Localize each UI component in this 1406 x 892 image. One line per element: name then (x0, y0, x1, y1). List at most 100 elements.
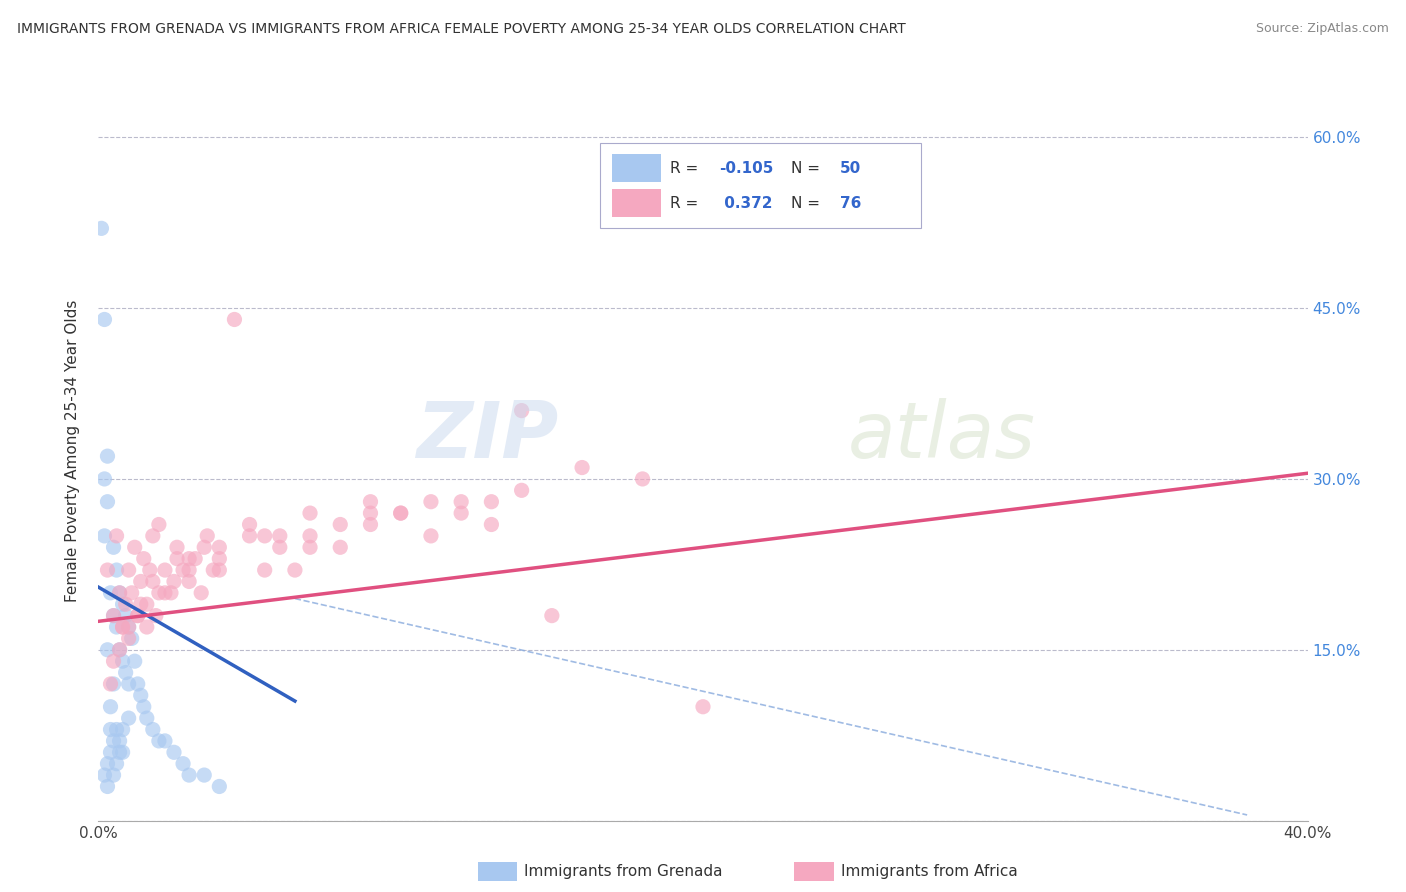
Text: atlas: atlas (848, 398, 1036, 474)
Point (105, 563, 128, 577)
Point (193, 768, 215, 782)
Point (139, 563, 162, 577)
Text: N =: N = (792, 195, 825, 211)
Point (179, 563, 201, 577)
Point (108, 745, 131, 759)
Point (105, 529, 128, 543)
Text: -0.105: -0.105 (718, 161, 773, 176)
Point (692, 699, 714, 714)
Point (540, 608, 562, 623)
Point (127, 608, 149, 623)
Point (103, 608, 125, 623)
Point (239, 529, 262, 543)
Point (100, 586, 122, 600)
Point (163, 745, 186, 759)
Point (108, 586, 131, 600)
Text: Immigrants from Grenada: Immigrants from Grenada (524, 864, 723, 879)
Point (118, 620, 141, 634)
Point (111, 745, 134, 759)
Text: 76: 76 (839, 195, 860, 211)
Point (114, 597, 136, 611)
Point (100, 723, 122, 737)
Point (208, 780, 231, 794)
Point (166, 551, 188, 566)
Point (90, 221, 112, 235)
Point (202, 563, 225, 577)
Point (631, 472, 654, 486)
Point (111, 620, 134, 634)
Point (510, 483, 533, 498)
Point (360, 506, 382, 520)
Point (329, 541, 352, 555)
Point (142, 529, 165, 543)
Point (360, 494, 382, 508)
Point (224, 312, 246, 326)
FancyBboxPatch shape (613, 154, 661, 183)
Point (105, 723, 128, 737)
Point (172, 563, 194, 577)
Point (124, 654, 146, 668)
Point (253, 563, 276, 577)
Point (121, 632, 143, 646)
Point (93, 768, 115, 782)
Point (148, 517, 170, 532)
Point (103, 768, 125, 782)
Text: Immigrants from Africa: Immigrants from Africa (841, 864, 1018, 879)
Point (389, 506, 412, 520)
Point (142, 574, 165, 589)
Text: 50: 50 (839, 161, 860, 176)
Point (299, 541, 322, 555)
Point (195, 529, 218, 543)
Point (103, 734, 125, 748)
Text: IMMIGRANTS FROM GRENADA VS IMMIGRANTS FROM AFRICA FEMALE POVERTY AMONG 25-34 YEA: IMMIGRANTS FROM GRENADA VS IMMIGRANTS FR… (17, 22, 905, 37)
Point (118, 711, 141, 725)
Point (96, 563, 118, 577)
Text: N =: N = (792, 161, 825, 176)
Point (111, 597, 134, 611)
Point (103, 608, 125, 623)
Point (129, 574, 152, 589)
Point (179, 768, 201, 782)
Point (481, 494, 503, 508)
Point (142, 723, 165, 737)
Point (135, 597, 157, 611)
Point (103, 677, 125, 691)
Point (253, 529, 276, 543)
Point (153, 734, 176, 748)
Point (108, 642, 131, 657)
Point (105, 620, 128, 634)
Point (420, 529, 443, 543)
Point (208, 551, 231, 566)
Point (481, 517, 503, 532)
Point (269, 541, 291, 555)
Y-axis label: Female Poverty Among 25-34 Year Olds: Female Poverty Among 25-34 Year Olds (65, 300, 80, 601)
Point (329, 517, 352, 532)
Point (166, 541, 188, 555)
Point (108, 734, 131, 748)
Point (103, 541, 125, 555)
Text: R =: R = (671, 161, 703, 176)
Point (108, 586, 131, 600)
Point (118, 620, 141, 634)
Point (153, 563, 176, 577)
Point (172, 756, 194, 771)
Point (127, 608, 149, 623)
Point (105, 756, 128, 771)
Point (163, 574, 186, 589)
Point (124, 541, 146, 555)
FancyBboxPatch shape (613, 189, 661, 218)
Point (179, 574, 201, 589)
Text: ZIP: ZIP (416, 398, 558, 474)
Point (193, 541, 215, 555)
Point (96, 642, 118, 657)
Point (127, 677, 149, 691)
Text: 0.372: 0.372 (718, 195, 772, 211)
Point (114, 608, 136, 623)
Point (208, 563, 231, 577)
Point (100, 745, 122, 759)
Point (93, 472, 115, 486)
Point (420, 494, 443, 508)
Point (96, 756, 118, 771)
Text: R =: R = (671, 195, 703, 211)
Point (93, 312, 115, 326)
